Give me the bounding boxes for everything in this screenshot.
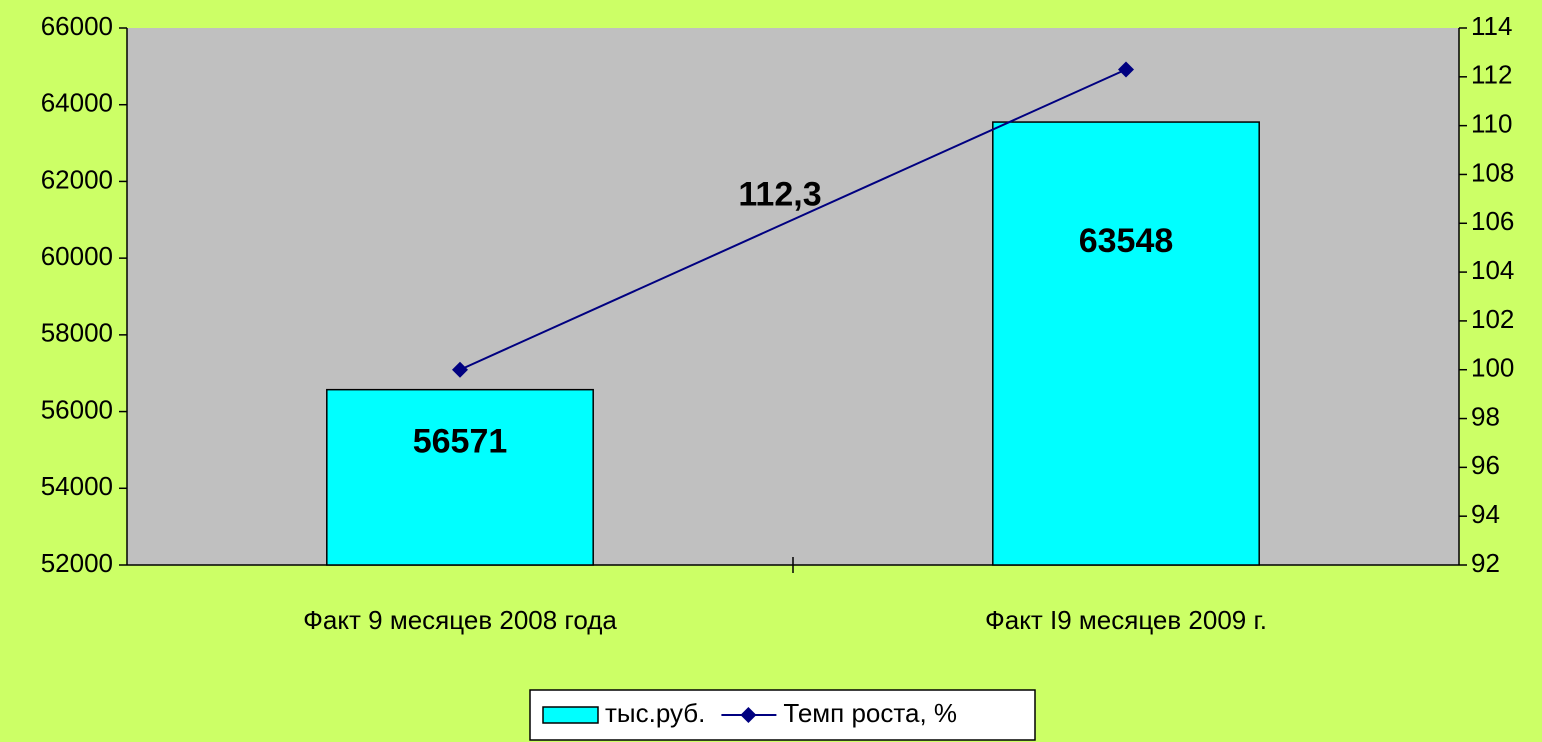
- y2-tick-label: 102: [1471, 304, 1514, 334]
- y2-tick-label: 92: [1471, 548, 1500, 578]
- y2-tick-label: 98: [1471, 401, 1500, 431]
- x-tick-label: Факт 9 месяцев 2008 года: [303, 605, 617, 635]
- y2-tick-label: 100: [1471, 353, 1514, 383]
- legend-marker: [740, 707, 757, 723]
- legend-label: Темп роста, %: [783, 698, 957, 728]
- y-tick-label: 54000: [41, 471, 113, 501]
- y2-tick-label: 114: [1471, 11, 1512, 41]
- y-tick-label: 58000: [41, 318, 113, 348]
- legend-swatch: [542, 706, 599, 724]
- y-tick-label: 64000: [41, 88, 113, 118]
- data-label: 63548: [1079, 222, 1174, 260]
- y2-tick-label: 104: [1471, 255, 1514, 285]
- legend-label: тыс.руб.: [605, 698, 705, 728]
- line: [459, 68, 1127, 371]
- y2-tick-label: 110: [1471, 109, 1512, 139]
- bar: [992, 121, 1260, 566]
- marker: [1118, 61, 1134, 78]
- y-tick-label: 52000: [41, 548, 113, 578]
- y2-tick-label: 108: [1471, 157, 1514, 187]
- y-tick-label: 56000: [41, 394, 113, 424]
- y2-tick-label: 94: [1471, 499, 1500, 529]
- data-label: 56571: [413, 422, 508, 460]
- y2-tick-label: 96: [1471, 450, 1500, 480]
- legend: [529, 689, 1036, 741]
- data-label: 112,3: [738, 176, 821, 214]
- y2-tick-label: 112: [1471, 60, 1512, 90]
- bar: [326, 388, 594, 566]
- y-tick-label: 66000: [41, 11, 113, 41]
- marker: [452, 361, 468, 378]
- y-tick-label: 62000: [41, 164, 113, 194]
- x-tick-label: Факт I9 месяцев 2009 г.: [985, 605, 1267, 635]
- y-tick-label: 60000: [41, 241, 113, 271]
- y2-tick-label: 106: [1471, 206, 1514, 236]
